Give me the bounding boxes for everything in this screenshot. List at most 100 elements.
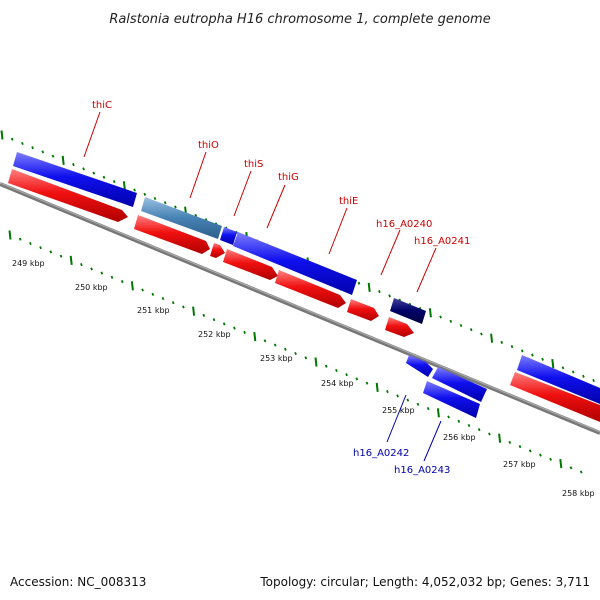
lower-minor-tick (80, 263, 83, 267)
label-thiC[interactable]: thiC (92, 100, 112, 111)
lower-minor-tick (426, 407, 430, 411)
gene-thiO-reverse[interactable] (134, 215, 210, 254)
upper-major-tick (490, 333, 494, 343)
lower-minor-tick (345, 373, 348, 377)
lower-minor-tick (447, 415, 450, 419)
leader-thiG (266, 184, 286, 229)
gene-thiG-reverse[interactable] (223, 249, 278, 280)
lower-minor-tick (457, 419, 461, 423)
lower-minor-tick (406, 398, 410, 402)
upper-minor-tick (388, 294, 391, 298)
lower-minor-tick (508, 440, 512, 444)
lower-minor-tick (304, 356, 308, 360)
scale-label-256: 256 kbp (443, 433, 476, 442)
gene-thiC-forward[interactable] (13, 152, 137, 207)
lower-minor-tick (110, 275, 114, 279)
label-thiO[interactable]: thiO (198, 140, 219, 151)
lower-major-tick (559, 458, 563, 469)
upper-minor-tick (520, 349, 524, 353)
label-thiG[interactable]: thiG (278, 172, 299, 183)
leader-thiE (328, 207, 348, 255)
leader-thiO (189, 151, 207, 199)
upper-minor-tick (174, 205, 177, 209)
upper-major-tick (367, 282, 371, 293)
upper-minor-tick (153, 196, 157, 201)
lower-tick-row (8, 230, 583, 474)
upper-major-tick (61, 155, 65, 166)
upper-minor-tick (82, 167, 85, 171)
label-leaders (83, 111, 442, 462)
lower-minor-tick (579, 470, 583, 474)
upper-minor-tick (357, 281, 361, 285)
lower-minor-tick (29, 241, 32, 246)
gene-h16-A0242[interactable] (406, 355, 433, 377)
gene-thiS-forward[interactable] (220, 227, 237, 245)
gene-thiE-reverse-2[interactable] (347, 299, 379, 321)
gene-thiS-reverse[interactable] (210, 243, 225, 258)
accession-text: Accession: NC_008313 (10, 575, 146, 589)
lower-minor-tick (263, 339, 267, 343)
lower-minor-tick (569, 466, 573, 470)
gene-h16-A0240[interactable] (390, 298, 426, 324)
lower-minor-tick (355, 377, 359, 381)
upper-minor-tick (510, 345, 514, 349)
lower-major-tick (8, 230, 12, 240)
upper-minor-tick (51, 154, 55, 158)
upper-major-tick (551, 358, 555, 369)
gene-thiG-forward[interactable] (233, 232, 357, 295)
upper-minor-tick (500, 340, 504, 344)
gene-h16-A0241[interactable] (385, 317, 414, 337)
upper-minor-tick (163, 201, 167, 205)
lower-major-tick (498, 433, 502, 443)
scale-label-251: 251 kbp (137, 306, 170, 315)
lower-minor-tick (518, 445, 522, 449)
label-thiE[interactable]: thiE (339, 196, 358, 207)
gene-right-reverse[interactable] (510, 372, 600, 422)
upper-minor-tick (41, 150, 45, 154)
scale-label-257: 257 kbp (503, 460, 536, 469)
label-h16-A0240[interactable]: h16_A0240 (376, 219, 432, 230)
gene-h16-A0243-b[interactable] (423, 381, 480, 418)
gene-thiC-reverse[interactable] (8, 169, 128, 222)
upper-minor-tick (194, 213, 198, 217)
lower-minor-tick (39, 246, 42, 250)
scale-label-255: 255 kbp (382, 406, 415, 415)
lower-minor-tick (171, 301, 175, 305)
lower-minor-tick (90, 267, 93, 271)
gene-right-forward[interactable] (517, 355, 600, 404)
upper-minor-tick (31, 146, 34, 150)
label-h16-A0242[interactable]: h16_A0242 (353, 448, 409, 459)
upper-minor-tick (561, 366, 565, 370)
label-h16-A0243[interactable]: h16_A0243 (394, 465, 450, 476)
gene-thiE-reverse[interactable] (275, 270, 346, 308)
upper-minor-tick (112, 180, 116, 184)
lower-minor-tick (365, 381, 369, 385)
lower-minor-tick (120, 280, 124, 284)
lower-major-tick (192, 306, 196, 316)
gene-thiO[interactable] (141, 197, 222, 239)
lower-major-tick (314, 357, 318, 367)
lower-minor-tick (161, 296, 165, 301)
leader-h16-A0240 (380, 229, 401, 276)
upper-tick-row (0, 130, 595, 383)
lower-minor-tick (477, 428, 481, 432)
gene-labels: thiC thiO thiS thiG thiE h16_A0240 h16_A… (92, 100, 470, 476)
upper-minor-tick (21, 141, 24, 146)
leader-thiS (233, 170, 252, 217)
lower-minor-tick (467, 423, 471, 428)
gene-h16-A0243-a[interactable] (432, 367, 487, 402)
lower-minor-tick (416, 402, 420, 406)
lower-minor-tick (151, 292, 155, 296)
lower-major-tick (375, 382, 379, 393)
lower-minor-tick (273, 343, 277, 347)
lower-minor-tick (294, 351, 297, 356)
label-h16-A0241[interactable]: h16_A0241 (414, 236, 470, 247)
upper-minor-tick (582, 374, 585, 378)
upper-minor-tick (378, 290, 381, 294)
lower-minor-tick (182, 305, 185, 309)
lower-minor-tick (141, 288, 144, 292)
leader-h16-A0242 (386, 394, 407, 443)
label-thiS[interactable]: thiS (244, 159, 263, 170)
scale-label-249: 249 kbp (12, 259, 45, 268)
upper-major-tick (122, 181, 126, 191)
